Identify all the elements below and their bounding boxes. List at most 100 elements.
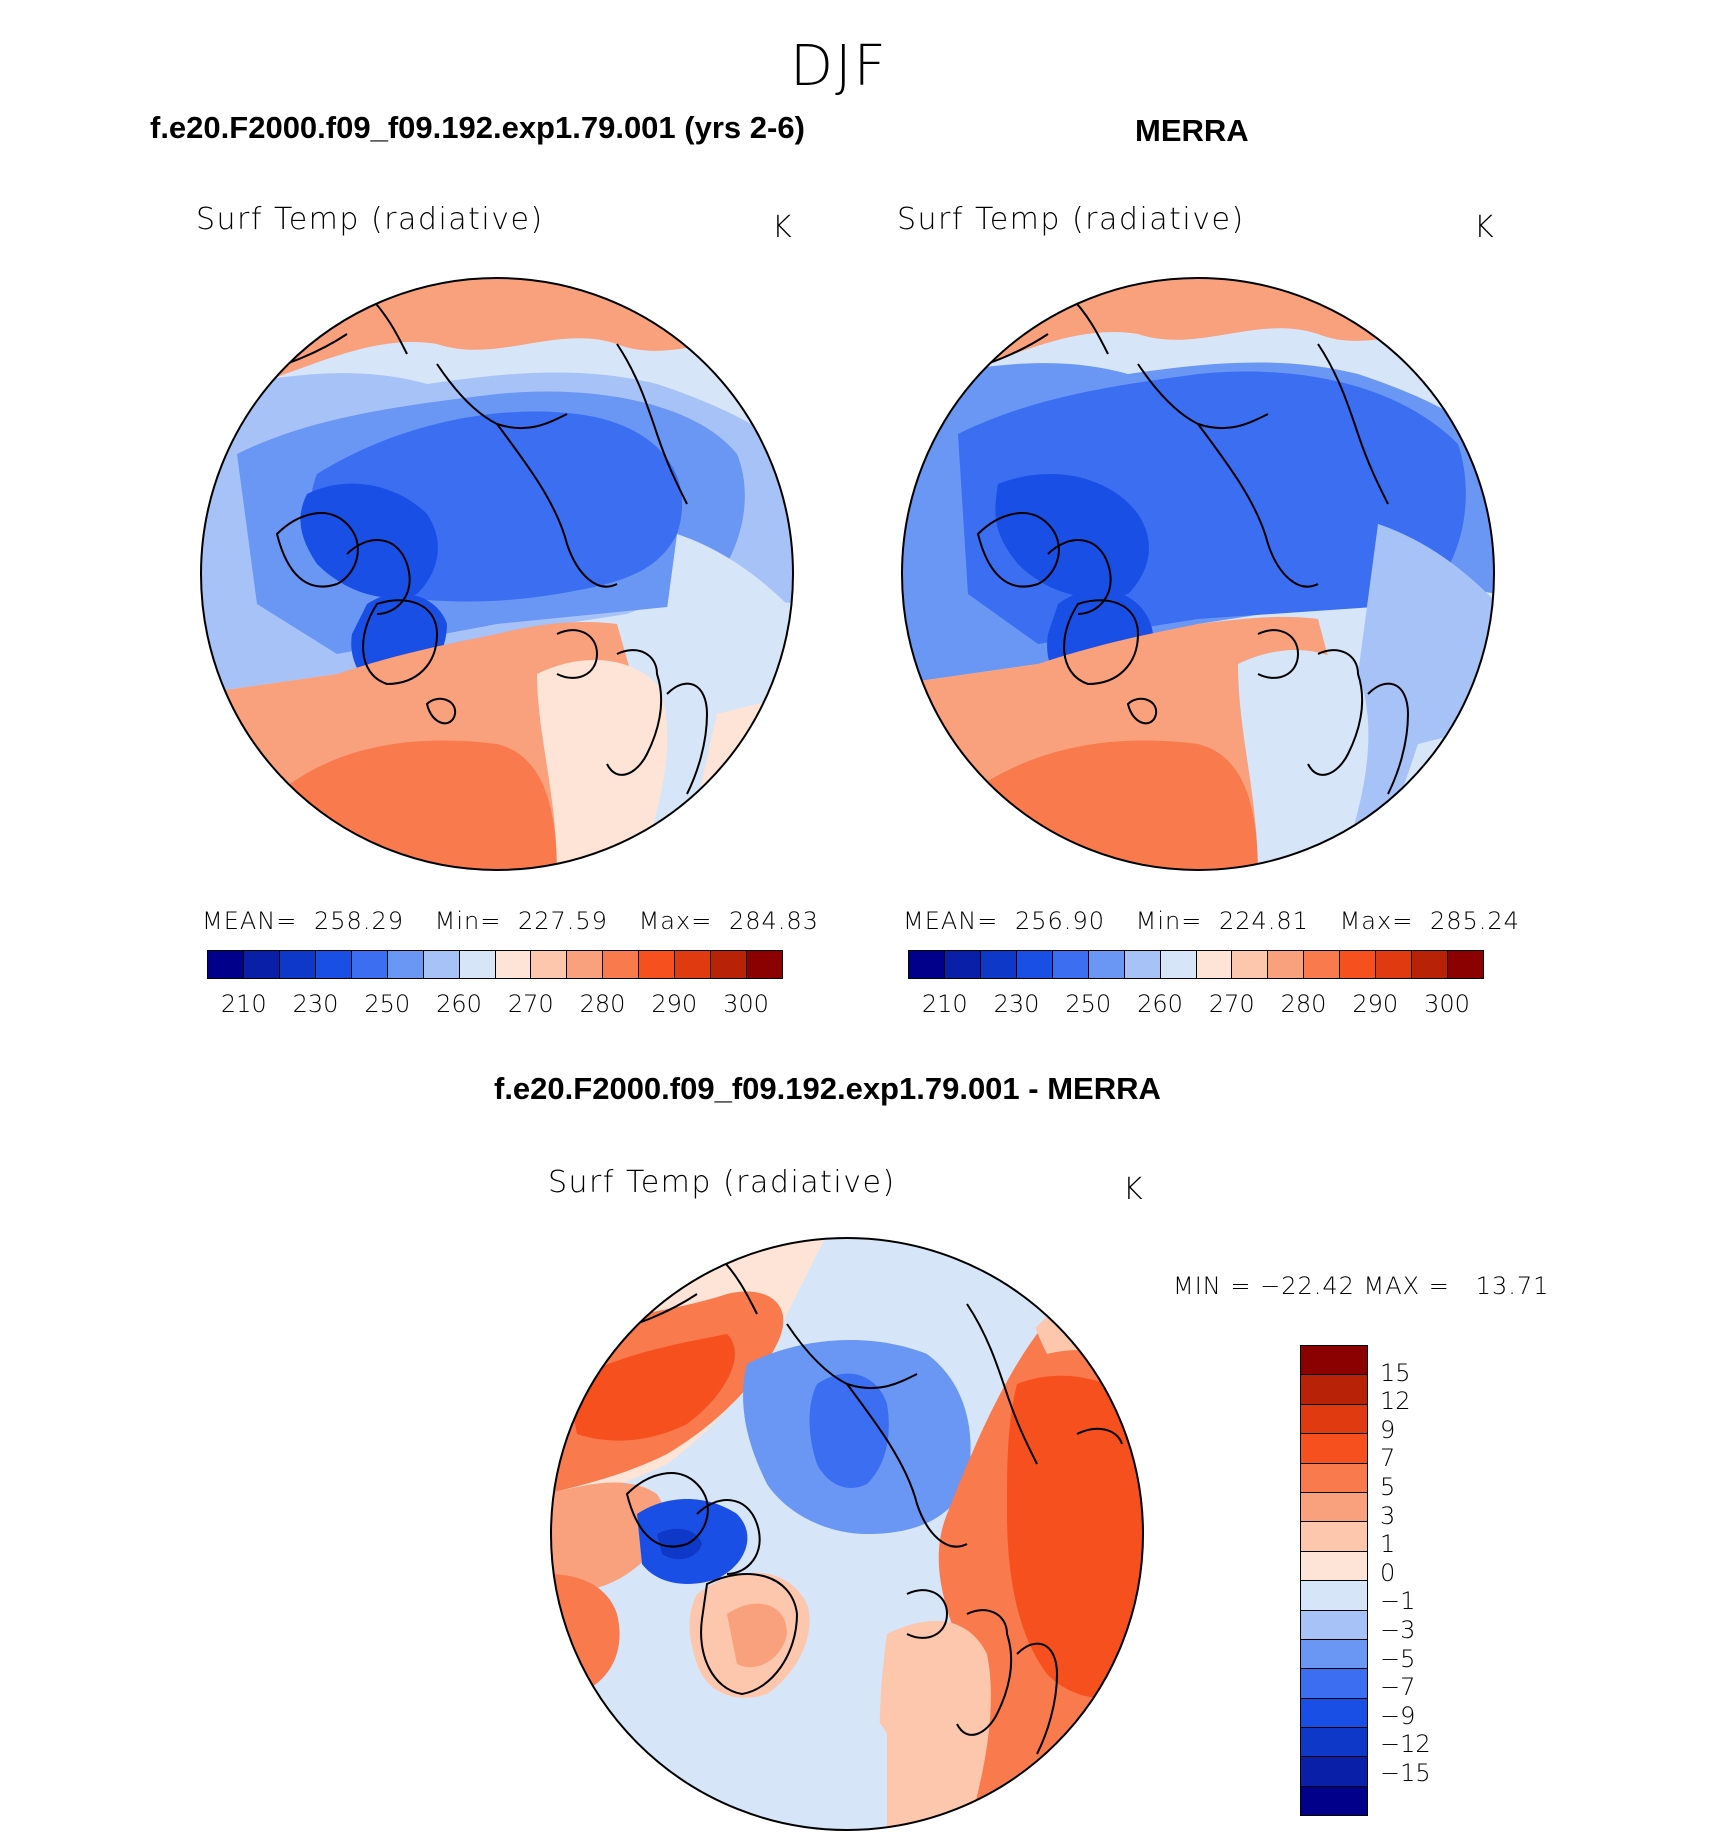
obs-max-label: Max=	[1339, 907, 1414, 935]
colorbar-swatch	[1301, 1522, 1367, 1552]
obs-mean-label: MEAN=	[903, 907, 999, 935]
colorbar-tick-label: −9	[1380, 1701, 1416, 1730]
colorbar-tick-label: 250	[1065, 990, 1112, 1018]
colorbar-tick-label: 300	[723, 990, 769, 1018]
colorbar-swatch	[1301, 1728, 1367, 1758]
colorbar-swatch	[1304, 951, 1341, 978]
colorbar-swatch	[1448, 951, 1483, 978]
colorbar-tick-label: −12	[1380, 1730, 1431, 1759]
colorbar-swatch	[1340, 951, 1377, 978]
figure-title: DJF	[790, 34, 888, 99]
colorbar-swatch	[747, 951, 782, 978]
colorbar-tick-label: 290	[1352, 990, 1399, 1018]
colorbar-tick-label: 270	[1208, 990, 1255, 1018]
model-units-label: K	[772, 210, 792, 245]
colorbar-tick-label: 290	[651, 990, 698, 1018]
obs-colorbar	[908, 950, 1484, 979]
diff-variable-label: Surf Temp (radiative)	[548, 1165, 896, 1200]
colorbar-swatch	[1412, 951, 1449, 978]
colorbar-tick-label: 230	[292, 990, 339, 1018]
model-mean-value: 258.29	[314, 907, 404, 935]
obs-panel-title: MERRA	[1135, 113, 1249, 148]
colorbar-tick-label: 300	[1424, 990, 1470, 1018]
colorbar-tick-label: −1	[1380, 1587, 1416, 1616]
colorbar-swatch	[567, 951, 604, 978]
colorbar-tick-label: 210	[220, 990, 267, 1018]
colorbar-swatch	[1088, 951, 1125, 978]
colorbar-tick-label: 7	[1380, 1444, 1396, 1473]
colorbar-swatch	[459, 951, 496, 978]
colorbar-swatch	[243, 951, 280, 978]
colorbar-swatch	[1301, 1786, 1367, 1816]
model-stats: MEAN= 258.29 Min= 227.59 Max= 284.83	[202, 907, 819, 935]
colorbar-tick-label: 260	[436, 990, 482, 1018]
colorbar-swatch	[279, 951, 316, 978]
model-max-value: 284.83	[728, 907, 819, 935]
obs-min-label: Min=	[1135, 907, 1203, 935]
model-colorbar	[207, 950, 783, 979]
colorbar-swatch	[711, 951, 748, 978]
diff-units-label: K	[1123, 1172, 1143, 1207]
colorbar-swatch	[1052, 951, 1089, 978]
model-polar-map	[200, 277, 794, 871]
colorbar-tick-label: 1	[1380, 1530, 1396, 1559]
colorbar-swatch	[1301, 1551, 1367, 1582]
obs-stats: MEAN= 256.90 Min= 224.81 Max= 285.24	[903, 907, 1520, 935]
colorbar-swatch	[1301, 1639, 1367, 1670]
colorbar-swatch	[1160, 951, 1197, 978]
colorbar-tick-label: 260	[1137, 990, 1183, 1018]
diff-colorbar	[1300, 1345, 1368, 1817]
colorbar-swatch	[315, 951, 352, 978]
colorbar-swatch	[1016, 951, 1053, 978]
colorbar-swatch	[603, 951, 640, 978]
model-colorbar-ticks: 210 230 250 260 270 280 290 300	[207, 990, 781, 1020]
colorbar-tick-label: 280	[579, 990, 626, 1018]
obs-mean-value: 256.90	[1015, 907, 1105, 935]
colorbar-swatch	[1376, 951, 1413, 978]
colorbar-swatch	[208, 951, 244, 978]
colorbar-swatch	[1301, 1610, 1367, 1640]
model-max-label: Max=	[638, 907, 713, 935]
colorbar-tick-label: −15	[1380, 1759, 1431, 1787]
colorbar-tick-label: −5	[1380, 1644, 1416, 1673]
diff-polar-map	[550, 1237, 1144, 1831]
colorbar-swatch	[1301, 1463, 1367, 1493]
colorbar-tick-label: 3	[1380, 1501, 1396, 1530]
model-min-value: 227.59	[517, 907, 608, 935]
obs-min-value: 224.81	[1218, 907, 1309, 935]
colorbar-swatch	[1301, 1404, 1367, 1435]
colorbar-swatch	[1124, 951, 1161, 978]
colorbar-tick-label: 210	[921, 990, 968, 1018]
colorbar-tick-label: 9	[1380, 1415, 1396, 1444]
colorbar-swatch	[909, 951, 945, 978]
colorbar-swatch	[675, 951, 712, 978]
obs-units-label: K	[1474, 210, 1494, 245]
colorbar-swatch	[351, 951, 388, 978]
colorbar-tick-label: 250	[364, 990, 411, 1018]
colorbar-swatch	[1232, 951, 1269, 978]
diff-panel-title: f.e20.F2000.f09_f09.192.exp1.79.001 - ME…	[494, 1071, 1161, 1106]
colorbar-swatch	[1301, 1434, 1367, 1464]
obs-variable-label: Surf Temp (radiative)	[897, 202, 1245, 237]
colorbar-swatch	[1301, 1757, 1367, 1787]
model-min-label: Min=	[434, 907, 502, 935]
diff-minmax: MIN = −22.42 MAX = 13.71	[1173, 1272, 1550, 1300]
colorbar-swatch	[1268, 951, 1305, 978]
obs-colorbar-ticks: 210 230 250 260 270 280 290 300	[908, 990, 1482, 1020]
colorbar-swatch	[944, 951, 981, 978]
colorbar-tick-label: 0	[1380, 1558, 1396, 1587]
colorbar-swatch	[1301, 1375, 1367, 1405]
colorbar-swatch	[1301, 1698, 1367, 1729]
diff-colorbar-ticks: 15 12 9 7 5 3 1 0 −1 −3 −5 −7 −9 −12 −15	[1380, 1345, 1480, 1805]
colorbar-swatch	[980, 951, 1017, 978]
colorbar-swatch	[639, 951, 676, 978]
model-panel-title: f.e20.F2000.f09_f09.192.exp1.79.001 (yrs…	[150, 110, 805, 145]
colorbar-tick-label: 15	[1380, 1358, 1411, 1387]
model-mean-label: MEAN=	[202, 907, 298, 935]
colorbar-swatch	[1301, 1346, 1367, 1376]
colorbar-tick-label: −3	[1380, 1616, 1416, 1644]
colorbar-tick-label: 270	[507, 990, 554, 1018]
model-variable-label: Surf Temp (radiative)	[196, 202, 544, 237]
colorbar-swatch	[531, 951, 568, 978]
colorbar-tick-label: 5	[1380, 1473, 1396, 1501]
